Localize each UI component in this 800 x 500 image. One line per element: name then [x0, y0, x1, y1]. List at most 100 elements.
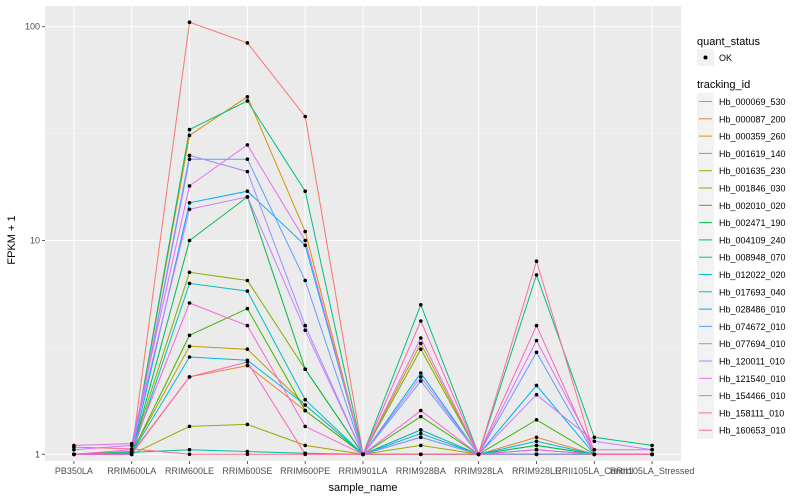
legend-label: Hb_002010_020 [719, 201, 786, 211]
data-point [534, 383, 539, 388]
data-point [303, 189, 308, 193]
data-point [245, 422, 250, 427]
data-point [476, 452, 481, 457]
y-tick-label: 100 [25, 22, 40, 32]
data-point [419, 443, 423, 448]
x-axis: PB350LA RRIM600LA RRIM600LE RRIM600SE RRIM60… [55, 461, 694, 476]
data-point [187, 20, 192, 25]
data-point [245, 306, 250, 311]
data-point [419, 408, 423, 413]
data-point [187, 184, 192, 188]
x-tick-label: RRII105LA_Control [555, 466, 633, 476]
data-point [72, 445, 76, 449]
series-points [72, 20, 654, 457]
data-point [245, 195, 250, 199]
data-point [534, 443, 539, 448]
data-point [187, 355, 192, 359]
data-point [245, 189, 250, 193]
data-point [534, 439, 539, 444]
x-tick-label: RRIM928BA [396, 466, 446, 476]
legend-items: Hb_000069_530 Hb_000087_200 Hb_000359_260 H… [697, 93, 786, 439]
x-tick-label: RRIM600SE [222, 466, 272, 476]
data-point [187, 447, 192, 452]
data-point [303, 328, 308, 333]
data-point [245, 278, 250, 283]
data-point [187, 238, 192, 243]
data-point [592, 447, 597, 452]
data-point [245, 323, 250, 328]
data-point [419, 319, 423, 323]
legend-label: Hb_120011_010 [719, 357, 785, 367]
data-point [592, 452, 597, 457]
legend-label: Hb_028486_010 [719, 305, 786, 315]
legend-label: Hb_160653_010 [719, 426, 786, 436]
y-axis: 1 10 100 [25, 22, 45, 459]
data-point [187, 281, 192, 286]
y-tick-label: 10 [30, 235, 40, 245]
legend-label: Hb_158111_010 [719, 408, 784, 418]
x-tick-label: RRII105LA_Stressed [610, 466, 695, 476]
x-tick-label: RRIM600LA [107, 466, 156, 476]
data-point [72, 447, 76, 452]
data-point [650, 443, 654, 448]
data-point [650, 447, 654, 452]
x-tick-label: PB350LA [55, 466, 93, 476]
data-point [419, 347, 423, 352]
legend-label: Hb_017693_040 [719, 287, 786, 297]
x-tick-label: RRIM928LA [454, 466, 503, 476]
data-point [419, 303, 423, 307]
data-point [303, 403, 308, 407]
legend-label: Hb_004109_240 [719, 235, 786, 245]
legend-label: Hb_001619_140 [719, 149, 786, 159]
data-point [419, 435, 423, 440]
x-tick-label: RRIM600PE [280, 466, 330, 476]
data-point [534, 447, 539, 452]
data-point [245, 143, 250, 147]
data-point [303, 443, 308, 448]
data-point [361, 452, 365, 457]
data-point [187, 375, 192, 379]
data-point [187, 333, 192, 338]
data-point [419, 375, 423, 379]
data-point [303, 114, 308, 119]
legend-label: Hb_154466_010 [719, 391, 786, 401]
legend-label: Hb_121540_010 [719, 374, 786, 384]
legend: quant_status OK tracking_id Hb_000069_53… [697, 36, 786, 439]
legend-label: Hb_000087_200 [719, 114, 786, 124]
data-point [534, 452, 539, 457]
y-tick-label: 1 [35, 449, 40, 459]
data-point [129, 441, 134, 446]
data-point [419, 428, 423, 432]
x-axis-title: sample_name [328, 482, 397, 494]
legend-title-tracking-id: tracking_id [697, 79, 750, 91]
data-point [187, 424, 192, 429]
data-point [72, 452, 76, 457]
data-point [534, 259, 539, 264]
legend-label: Hb_002471_190 [719, 218, 786, 228]
data-point [592, 439, 597, 444]
data-point [650, 452, 654, 457]
data-point [534, 350, 539, 355]
legend-label: Hb_074672_010 [719, 322, 786, 332]
data-point [592, 435, 597, 440]
data-point [534, 323, 539, 328]
data-point [303, 243, 308, 248]
data-point [419, 336, 423, 340]
data-point [303, 408, 308, 413]
data-point [419, 414, 423, 419]
data-point [187, 452, 192, 457]
x-tick-label: RRIM901LA [338, 466, 387, 476]
data-point [187, 207, 192, 212]
x-tick-label: RRIM928LE [512, 466, 561, 476]
data-point [245, 360, 250, 364]
data-point [245, 449, 250, 454]
legend-label: Hb_000359_260 [719, 132, 786, 142]
data-point [419, 371, 423, 375]
legend-label: Hb_000069_530 [719, 97, 786, 107]
data-point [245, 452, 250, 457]
data-point [187, 301, 192, 305]
data-point [187, 127, 192, 132]
data-point [187, 157, 192, 161]
legend-label-ok: OK [719, 53, 732, 63]
data-point [419, 341, 423, 346]
